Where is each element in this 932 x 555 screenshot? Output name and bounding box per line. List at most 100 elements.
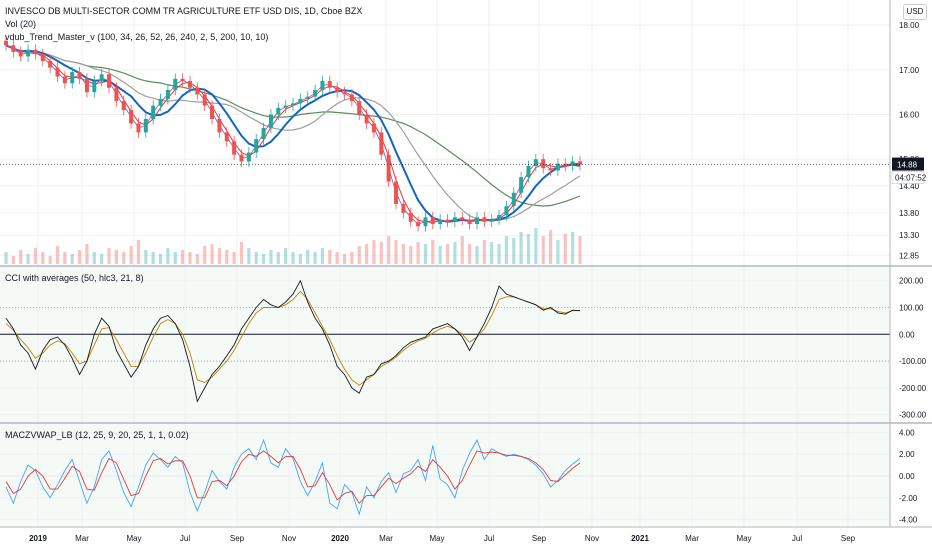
candle-body — [224, 132, 229, 142]
volume-legend[interactable]: Vol (20) — [5, 19, 37, 29]
volume-bar — [350, 252, 354, 264]
volume-bar — [372, 240, 376, 264]
candle-body — [232, 141, 237, 155]
volume-bar — [114, 250, 118, 264]
volume-bar — [129, 246, 133, 264]
candle-body — [482, 217, 487, 222]
volume-bar — [122, 252, 126, 264]
time-label: Nov — [282, 534, 296, 543]
last-price-label: 14.88 — [897, 161, 918, 170]
candle-body — [349, 94, 354, 102]
volume-bar — [453, 242, 457, 264]
price-tick-label: 18.00 — [899, 21, 920, 30]
candle-body — [519, 177, 524, 193]
currency-button[interactable]: USD — [903, 4, 927, 20]
axis-layer[interactable]: 18.0017.0016.0015.0014.4013.8013.3012.85… — [891, 21, 927, 525]
trend-master-legend[interactable]: vdub_Trend_Master_v (100, 34, 26, 52, 26… — [5, 32, 269, 42]
candle-body — [121, 101, 126, 111]
candle-body — [504, 206, 509, 216]
cci-tick-label: -300.00 — [899, 411, 927, 420]
volume-bar — [541, 236, 545, 264]
cci-series — [5, 279, 581, 403]
volume-bar — [4, 252, 8, 264]
price-tick-label: 14.40 — [899, 182, 920, 191]
candle-body — [335, 87, 340, 93]
volume-bar — [313, 252, 317, 264]
candle-body — [4, 40, 8, 46]
volume-bar — [85, 244, 89, 264]
candle-body — [423, 217, 428, 227]
cci-tick-label: 200.00 — [899, 277, 924, 286]
time-label: May — [126, 534, 141, 543]
macz-tick-label: -4.00 — [899, 516, 918, 525]
time-label: 2021 — [631, 534, 649, 543]
time-label: Mar — [379, 534, 393, 543]
candle-body — [570, 161, 575, 166]
price-tick-label: 13.30 — [899, 231, 920, 240]
volume-bar — [151, 252, 155, 264]
candle-body — [379, 132, 384, 155]
macz-pane[interactable] — [0, 424, 890, 526]
time-label: May — [429, 534, 444, 543]
candle-body — [107, 74, 112, 88]
candle-body — [136, 123, 141, 133]
volume-bar — [526, 234, 531, 264]
macz-legend[interactable]: MACZVWAP_LB (12, 25, 9, 20, 25, 1, 1, 0.… — [5, 430, 189, 440]
volume-bar — [173, 252, 177, 264]
candle-body — [70, 72, 75, 84]
volume-bar — [578, 236, 582, 264]
candle-body — [261, 127, 266, 140]
candle-body — [291, 103, 295, 106]
time-label: Sep — [230, 534, 245, 543]
volume-bar — [232, 252, 236, 264]
price-tick-label: 17.00 — [899, 66, 920, 75]
candle-body — [401, 203, 406, 213]
candle-body — [48, 60, 53, 68]
cci-layer — [0, 279, 890, 403]
macz-tick-label: -2.00 — [899, 494, 918, 503]
candle-body — [268, 114, 273, 128]
candle-body — [526, 165, 531, 178]
time-label: Nov — [585, 534, 599, 543]
cci-tick-label: -100.00 — [899, 357, 927, 366]
candle-body — [511, 192, 516, 207]
volume-bar — [335, 252, 339, 264]
candle-body — [180, 78, 185, 82]
volume-bar — [70, 254, 74, 264]
cci-legend[interactable]: CCI with averages (50, hlc3, 21, 8) — [5, 273, 144, 283]
time-label: Jul — [484, 534, 494, 543]
macz-layer — [0, 438, 890, 516]
candle-body — [11, 45, 16, 52]
countdown-badge — [891, 171, 925, 184]
cci-pane[interactable] — [0, 267, 890, 422]
volume-bar — [195, 254, 199, 264]
cci-tick-label: -200.00 — [899, 384, 927, 393]
countdown-label: 04:07:52 — [895, 174, 927, 183]
candle-body — [563, 163, 568, 166]
candle-body — [143, 119, 148, 133]
last-price-badge — [892, 157, 924, 171]
volume-bar — [166, 248, 170, 264]
candle-body — [92, 81, 97, 93]
candle-body — [438, 219, 443, 225]
volume-bar — [269, 250, 273, 264]
volume-bar — [534, 228, 538, 264]
candle-body — [283, 105, 288, 108]
volume-bar — [504, 236, 509, 264]
grid-layer — [0, 0, 890, 527]
volume-bar — [364, 244, 369, 264]
volume-bar — [188, 252, 192, 264]
candle-body — [416, 221, 421, 227]
price-tick-label: 16.00 — [899, 111, 920, 120]
volume-bar — [379, 242, 383, 264]
symbol-legend[interactable]: INVESCO DB MULTI-SECTOR COMM TR AGRICULT… — [5, 6, 363, 16]
candle-body — [195, 87, 200, 95]
candle-body — [84, 78, 89, 93]
time-axis[interactable]: 2019 Mar May Jul Sep Nov 2020 Mar May Jul Sep Nov 20… — [29, 534, 856, 543]
macz-signal-series — [5, 450, 581, 505]
volume-bar — [225, 250, 229, 264]
candle-body — [555, 163, 560, 171]
time-label: Mar — [75, 534, 89, 543]
